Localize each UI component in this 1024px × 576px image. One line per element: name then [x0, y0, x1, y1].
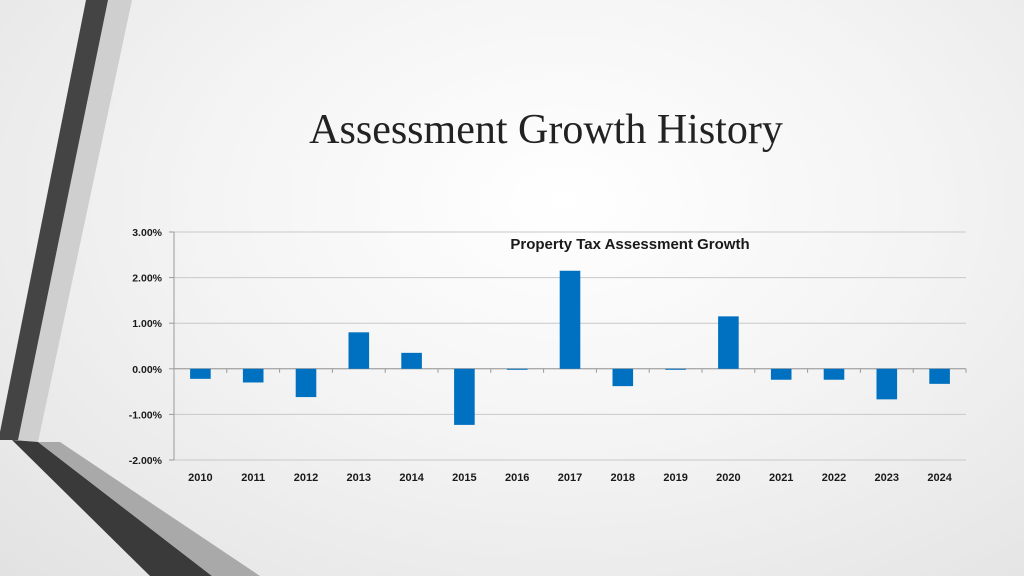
bar-2022 — [823, 368, 845, 380]
x-tick-label: 2010 — [188, 472, 212, 484]
bar-2015 — [454, 368, 475, 425]
bar-2010 — [190, 368, 211, 379]
bar-2018 — [612, 368, 634, 387]
bar-2011 — [242, 368, 264, 383]
x-tick-label: 2017 — [558, 472, 582, 484]
x-tick-label: 2019 — [663, 472, 687, 484]
bar-2023 — [876, 368, 898, 400]
x-tick-label: 2023 — [875, 472, 899, 484]
bar-2012 — [295, 368, 317, 398]
x-tick-label: 2016 — [505, 472, 529, 484]
x-tick-label: 2018 — [611, 472, 635, 484]
bar-2014 — [401, 352, 422, 369]
bar-2013 — [348, 332, 370, 369]
bar-2017 — [559, 270, 581, 369]
x-tick-label: 2022 — [822, 472, 846, 484]
y-tick-label: 1.00% — [132, 318, 162, 330]
x-tick-label: 2021 — [769, 472, 793, 484]
y-tick-label: 2.00% — [132, 273, 162, 285]
decor-band-base-light — [38, 442, 260, 576]
y-tick-label: 0.00% — [132, 364, 162, 376]
x-tick-label: 2015 — [452, 472, 476, 484]
bar-2019 — [665, 368, 686, 370]
bar-2020 — [718, 316, 739, 369]
decor-band-light — [14, 0, 132, 442]
x-tick-label: 2011 — [241, 472, 265, 484]
bar-2016 — [506, 368, 528, 370]
bar-2024 — [929, 368, 950, 384]
decor-band-dark — [0, 0, 108, 440]
slide-title: Assessment Growth History — [309, 107, 783, 153]
y-tick-label: -2.00% — [129, 455, 163, 467]
decor-band-base-dark — [12, 440, 212, 576]
x-tick-label: 2014 — [399, 472, 424, 484]
y-tick-label: -1.00% — [129, 409, 163, 421]
x-tick-label: 2020 — [716, 472, 740, 484]
labels: 3.00% 2.00% 1.00% 0.00% -1.00% -2.00% 2010 2011… — [129, 227, 953, 484]
bar-2021 — [770, 368, 792, 380]
bars — [190, 270, 950, 425]
y-tick-label: 3.00% — [132, 227, 162, 239]
x-tick-label: 2012 — [294, 472, 318, 484]
chart-title: Property Tax Assessment Growth — [510, 236, 749, 253]
x-tick-label: 2013 — [347, 472, 371, 484]
x-tick-label: 2024 — [927, 472, 952, 484]
